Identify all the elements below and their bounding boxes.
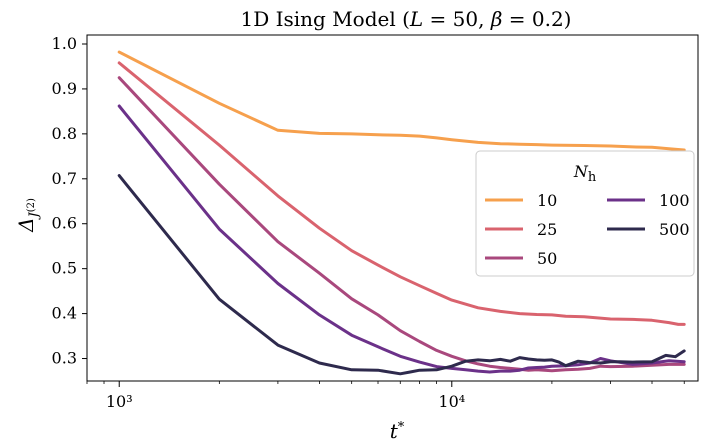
- y-tick-label: 0.5: [52, 259, 77, 278]
- legend-label: 500: [659, 220, 690, 239]
- series-line-500: [117, 174, 686, 376]
- legend-title: Nh: [573, 162, 597, 185]
- y-tick-label: 0.7: [52, 169, 77, 188]
- series-line-100: [117, 104, 686, 374]
- series-line-25: [117, 61, 686, 326]
- y-tick-label: 0.6: [52, 214, 77, 233]
- legend-label: 10: [537, 191, 557, 210]
- legend-label: 50: [537, 249, 557, 268]
- plot-frame: [86, 34, 699, 382]
- y-axis: 0.3 0.4 0.5 0.6 0.7 0.8 0.9 1.0: [52, 34, 87, 368]
- y-tick-label: 0.4: [52, 304, 77, 323]
- x-axis: 10³ 10⁴: [86, 381, 685, 411]
- y-axis-label: ΔJ(2): [14, 198, 42, 233]
- y-tick-label: 0.8: [52, 124, 77, 143]
- series-layer: [117, 50, 686, 376]
- series-line-50: [117, 76, 686, 373]
- x-tick-label: 10³: [106, 392, 133, 411]
- legend-label: 100: [659, 191, 690, 210]
- series-line-10: [117, 50, 686, 152]
- chart-title: 1D Ising Model (L = 50, β = 0.2): [240, 7, 571, 31]
- y-tick-label: 1.0: [52, 34, 77, 53]
- y-tick-label: 0.3: [52, 349, 77, 368]
- x-tick-label: 10⁴: [438, 392, 465, 411]
- x-axis-label: t*: [390, 419, 405, 443]
- legend-frame: [475, 150, 695, 277]
- y-tick-label: 0.9: [52, 79, 77, 98]
- legend: Nh 10 25 50 100 500: [475, 150, 695, 277]
- svg-text:ΔJ(2): ΔJ(2): [14, 198, 42, 233]
- legend-label: 25: [537, 220, 557, 239]
